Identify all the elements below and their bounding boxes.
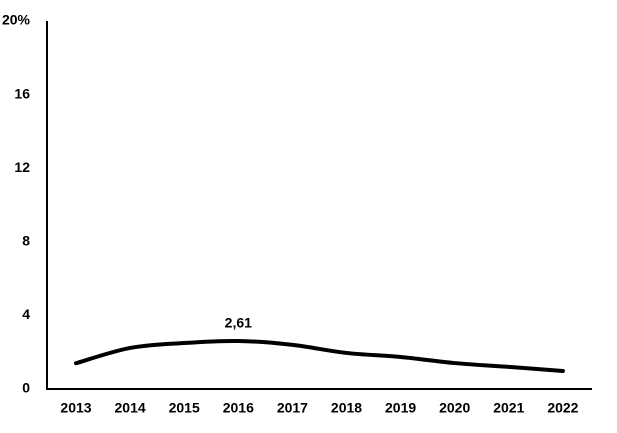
x-tick-label: 2019 [385, 400, 416, 416]
y-tick-label: 12 [14, 159, 30, 175]
y-tick-label: 16 [14, 85, 30, 101]
x-tick-label: 2021 [493, 400, 524, 416]
x-tick-label: 2020 [439, 400, 470, 416]
x-tick-label: 2018 [331, 400, 362, 416]
y-tick-label: 4 [22, 306, 30, 322]
x-tick-label: 2022 [547, 400, 578, 416]
x-tick-label: 2013 [60, 400, 91, 416]
line [74, 338, 565, 373]
y-tick-label: 8 [22, 233, 30, 249]
x-tick-label: 2015 [169, 400, 200, 416]
x-tick-label: 2014 [115, 400, 146, 416]
data-label: 2,61 [225, 315, 252, 331]
y-tick-label: 0 [22, 380, 30, 396]
y-tick-label: 20% [2, 12, 31, 28]
x-tick-label: 2016 [223, 400, 254, 416]
x-tick-label: 2017 [277, 400, 308, 416]
